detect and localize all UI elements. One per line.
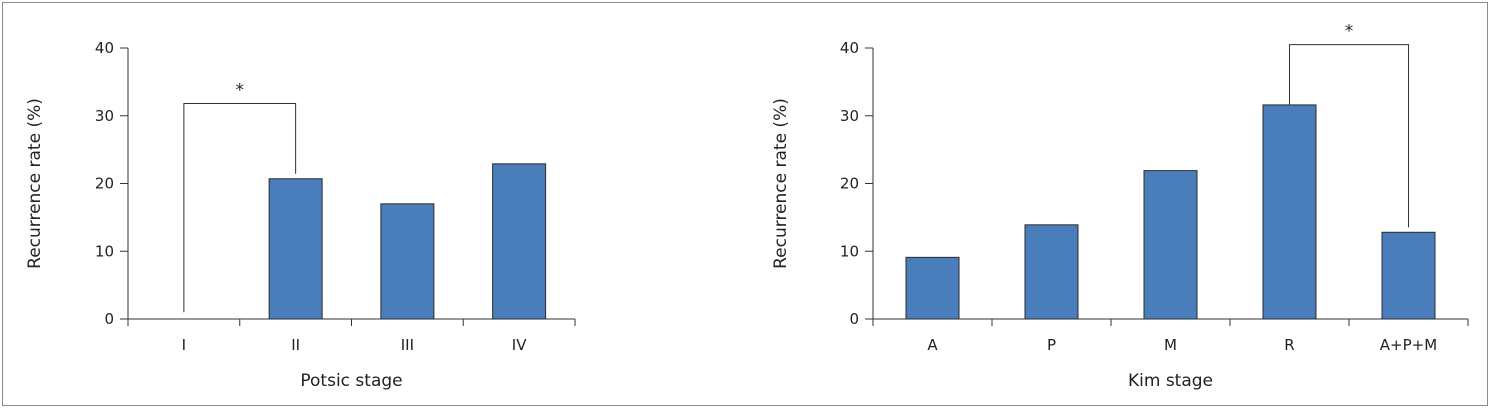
- x-axis-title: Potsic stage: [300, 371, 402, 391]
- y-tick-label: 30: [95, 107, 114, 125]
- significance-label: *: [236, 81, 245, 101]
- y-tick-label: 20: [95, 175, 114, 193]
- significance-bracket: [1289, 44, 1409, 228]
- y-tick-label: 30: [840, 107, 859, 125]
- x-tick-label: A: [927, 336, 938, 354]
- x-tick-label: R: [1284, 336, 1294, 354]
- x-tick-label: P: [1047, 336, 1056, 354]
- x-axis-title: Kim stage: [1128, 371, 1213, 391]
- x-tick-label: III: [401, 336, 414, 354]
- x-tick-label: II: [291, 336, 300, 354]
- x-tick-label: I: [182, 336, 186, 354]
- y-tick-label: 0: [104, 310, 114, 328]
- y-axis-title: Recurrence rate (%): [25, 98, 45, 269]
- significance-label: *: [1345, 22, 1354, 42]
- chart-kim-stage: 0 10 20 30 40 A P M R A+P+M Kim stage Recurrence ra…: [771, 22, 1469, 391]
- bar-ii: [268, 178, 323, 320]
- y-tick-label: 40: [840, 39, 859, 57]
- y-tick-label: 10: [840, 242, 859, 260]
- y-tick-label: 40: [95, 39, 114, 57]
- y-tick-label: 20: [840, 175, 859, 193]
- significance-bracket: [183, 103, 297, 313]
- y-axis-title: Recurrence rate (%): [771, 98, 791, 269]
- bar-r: [1262, 104, 1317, 320]
- x-tick-label: IV: [512, 336, 527, 354]
- y-tick-label: 0: [849, 310, 859, 328]
- bar-a-p-m: [1381, 231, 1436, 320]
- bar-p: [1024, 224, 1079, 320]
- x-tick-label: A+P+M: [1380, 336, 1437, 354]
- bar-m: [1143, 170, 1198, 320]
- bar-a: [905, 256, 960, 320]
- y-tick-label: 10: [95, 242, 114, 260]
- bar-iv: [492, 163, 547, 320]
- x-tick-label: M: [1164, 336, 1177, 354]
- bar-iii: [380, 203, 435, 320]
